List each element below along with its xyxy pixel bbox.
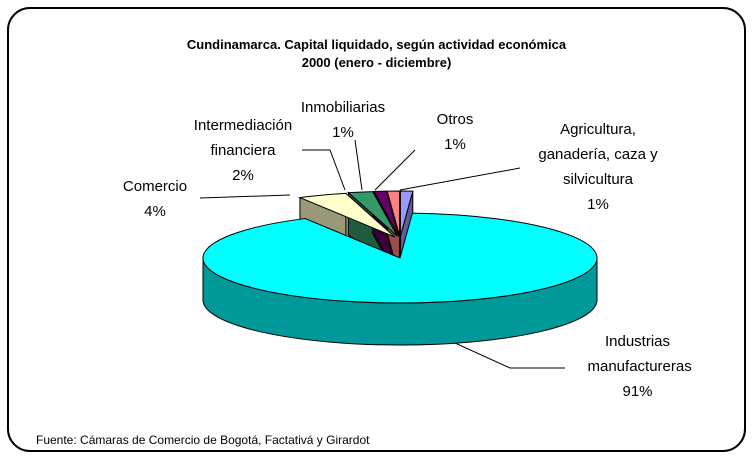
chart-subtitle: 2000 (enero - diciembre) <box>301 55 452 70</box>
slice-label: Intermediación financiera 2% <box>168 113 318 188</box>
slice <box>202 212 598 304</box>
leader-line <box>399 167 521 191</box>
slice <box>347 191 398 237</box>
slice <box>298 192 396 238</box>
category-label: Comercio <box>122 178 188 195</box>
source-note: Fuente: Cámaras de Comercio de Bogotá, F… <box>36 433 370 447</box>
category-label: Otros <box>436 111 474 128</box>
value-label: 1% <box>332 124 354 141</box>
leader-lines <box>199 139 565 369</box>
category-label: Industrias manufactureras <box>587 333 692 375</box>
category-label: Agricultura, ganadería, caza y silvicult… <box>538 121 658 188</box>
leader-line <box>302 149 346 191</box>
leader-line <box>374 149 416 191</box>
leader-line <box>199 194 291 199</box>
chart-title: Cundinamarca. Capital liquidado, según a… <box>186 37 567 52</box>
slice <box>399 190 414 237</box>
slice-label: Industrias manufactureras 91% <box>560 329 715 404</box>
category-label: Intermediación financiera <box>193 117 293 159</box>
value-label: 91% <box>622 383 653 400</box>
slice <box>373 190 400 237</box>
value-label: 4% <box>144 203 166 220</box>
slice-label: Otros 1% <box>420 107 490 157</box>
value-label: 1% <box>587 196 609 213</box>
pie <box>202 190 598 346</box>
leader-line <box>354 139 363 191</box>
value-label: 1% <box>444 136 466 153</box>
slice-label: Agricultura, ganadería, caza y silvicult… <box>498 117 698 217</box>
slice-label: Comercio 4% <box>105 174 205 224</box>
category-label: Inmobiliarias <box>300 99 386 116</box>
slice <box>386 190 401 237</box>
slice-label: Inmobiliarias 1% <box>293 95 393 145</box>
value-label: 2% <box>232 167 254 184</box>
